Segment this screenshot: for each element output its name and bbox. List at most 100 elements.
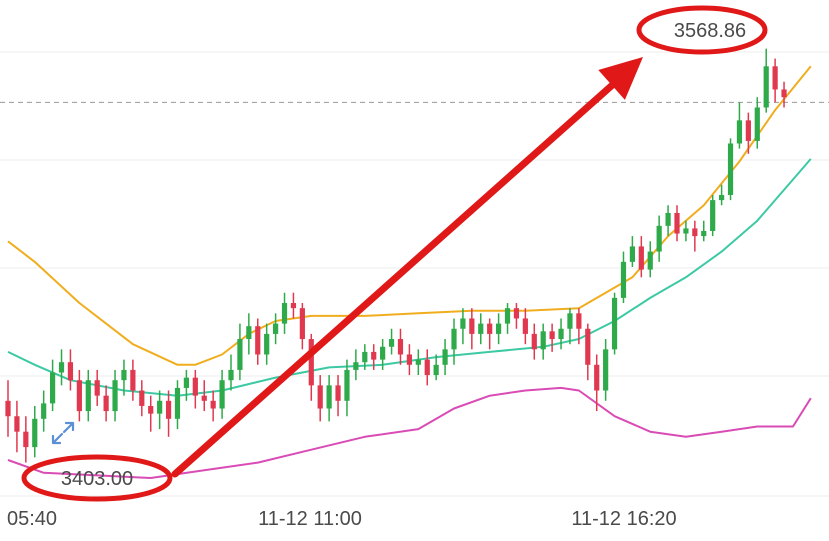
candle-body	[183, 377, 189, 388]
candle-body	[719, 194, 725, 201]
candle	[513, 303, 520, 329]
candle	[246, 313, 252, 355]
candle	[504, 303, 511, 334]
candle-body	[611, 297, 618, 350]
candle-body	[549, 331, 555, 340]
candle	[174, 380, 181, 430]
candle	[148, 395, 154, 432]
candle	[157, 390, 163, 430]
candle	[85, 369, 91, 422]
candle-body	[148, 405, 154, 414]
candle	[496, 313, 502, 345]
candle-body	[228, 369, 234, 381]
candle	[469, 308, 475, 350]
candle-body	[192, 377, 198, 396]
candle-body	[237, 339, 243, 370]
expand-icon[interactable]	[48, 418, 78, 448]
candle	[683, 220, 689, 242]
candle	[576, 308, 582, 345]
candle-body	[451, 328, 457, 350]
candle	[201, 380, 207, 412]
ma-lower-line	[7, 386, 812, 479]
candle	[130, 359, 136, 401]
candle	[558, 318, 564, 350]
candle-body	[94, 380, 100, 396]
candle	[727, 138, 734, 201]
candle-body	[513, 308, 520, 319]
candle	[603, 339, 609, 401]
candle-body	[76, 380, 82, 412]
arrow-head	[598, 57, 643, 100]
candle-body	[112, 380, 118, 412]
candle	[638, 236, 644, 278]
candle-body	[85, 380, 91, 412]
candle	[23, 416, 29, 463]
candle-body	[487, 323, 493, 334]
candle-body	[603, 349, 609, 391]
candle	[460, 308, 466, 345]
x-axis: 05:40 11-12 11:00 11-12 16:20	[7, 508, 677, 530]
high-highlight-ellipse	[636, 5, 768, 55]
candle	[397, 328, 404, 365]
candle-body	[326, 385, 332, 409]
candle-body	[335, 385, 341, 401]
candle	[692, 220, 698, 252]
candle	[531, 323, 537, 360]
candle	[371, 344, 377, 370]
candle	[388, 328, 395, 355]
candle-body	[174, 387, 181, 419]
candle-body	[50, 372, 56, 404]
candle-body	[139, 390, 145, 406]
candle-body	[165, 400, 172, 419]
candle-body	[362, 351, 368, 363]
candle-body	[727, 143, 734, 195]
candle	[58, 349, 65, 386]
candle-body	[638, 246, 644, 270]
candle	[611, 292, 618, 355]
candle-body	[522, 318, 528, 334]
candle-body	[558, 328, 564, 340]
candle-body	[299, 308, 305, 340]
candle-body	[576, 313, 582, 329]
candle	[67, 349, 74, 391]
ma-upper-line	[7, 65, 812, 366]
candle	[710, 194, 716, 237]
candle	[183, 369, 189, 401]
candle	[94, 369, 100, 406]
candle	[451, 318, 457, 365]
candle-body	[647, 251, 653, 270]
candle-body	[281, 303, 288, 324]
candle	[353, 349, 359, 381]
candle-body	[344, 369, 350, 401]
candle	[433, 354, 439, 381]
candle	[620, 251, 627, 304]
candle-body	[469, 318, 475, 334]
candle-body	[317, 385, 323, 409]
candle-body	[264, 333, 270, 355]
x-tick-label: 05:40	[7, 508, 57, 530]
candle	[362, 344, 368, 370]
candle-body	[58, 362, 65, 373]
candle	[165, 390, 172, 437]
candle	[299, 303, 305, 350]
candle-body	[14, 416, 20, 432]
candle	[344, 359, 350, 417]
candle	[50, 359, 56, 412]
candle-body	[23, 431, 29, 448]
candle	[540, 323, 546, 360]
candle-body	[701, 230, 707, 237]
candle-body	[219, 380, 225, 409]
candle-body	[130, 369, 136, 391]
candle-body	[290, 303, 297, 309]
candle	[442, 339, 448, 376]
candle-body	[41, 403, 47, 419]
candle	[121, 359, 127, 396]
candle	[487, 318, 493, 350]
candle-body	[415, 359, 421, 365]
candle	[415, 349, 421, 376]
candle	[112, 369, 118, 422]
candle-body	[406, 354, 412, 365]
candle	[594, 354, 600, 412]
